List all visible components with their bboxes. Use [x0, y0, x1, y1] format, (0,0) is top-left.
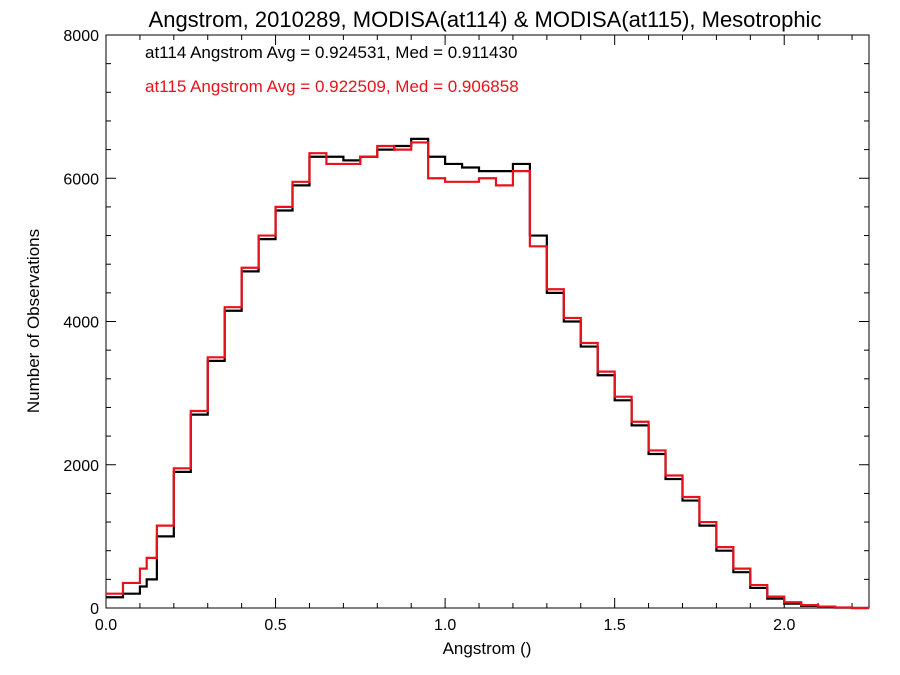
- y-axis-label: Number of Observations: [24, 229, 43, 413]
- x-tick-label: 0.0: [95, 617, 117, 634]
- x-tick-label: 1.0: [434, 617, 456, 634]
- x-tick-label: 2.0: [773, 617, 795, 634]
- series-layer: [106, 137, 869, 610]
- legend-entry-at114: at114 Angstrom Avg = 0.924531, Med = 0.9…: [145, 43, 517, 62]
- series-at115-line: [106, 141, 869, 610]
- plot-frame: [105, 34, 870, 609]
- x-axis-label: Angstrom (): [443, 639, 532, 658]
- x-tick-label: 1.5: [604, 617, 626, 634]
- y-tick-label: 6000: [63, 171, 99, 188]
- x-tick-label: 0.5: [264, 617, 286, 634]
- y-tick-label: 0: [90, 601, 99, 618]
- chart-title: Angstrom, 2010289, MODISA(at114) & MODIS…: [149, 7, 822, 32]
- y-tick-label: 4000: [63, 315, 99, 332]
- y-tick-label: 2000: [63, 458, 99, 475]
- legend-entry-at115: at115 Angstrom Avg = 0.922509, Med = 0.9…: [145, 77, 519, 96]
- series-at114-line: [106, 137, 869, 610]
- y-axis-ticks: 0 2000 4000 6000 8000: [63, 28, 869, 618]
- y-tick-label: 8000: [63, 28, 99, 45]
- x-axis-ticks: 0.0 0.5 1.0 1.5 2.0: [95, 35, 853, 634]
